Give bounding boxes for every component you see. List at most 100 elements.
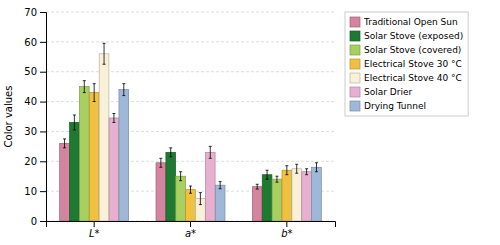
bar bbox=[109, 118, 119, 221]
y-tick: 60 bbox=[24, 37, 46, 48]
y-tick-mark bbox=[40, 191, 46, 192]
error-bar bbox=[285, 166, 288, 175]
y-tick-mark bbox=[40, 12, 46, 13]
y-tick: 30 bbox=[24, 126, 46, 137]
y-tick-label: 70 bbox=[24, 7, 37, 18]
y-tick: 50 bbox=[24, 66, 46, 77]
grid bbox=[46, 12, 335, 221]
bar bbox=[60, 143, 70, 221]
plot: 0 10 20 30 40 50 60 70 L* a* b* Traditional Open Su… bbox=[24, 7, 468, 239]
y-tick: 40 bbox=[24, 96, 46, 107]
error-bar bbox=[112, 114, 115, 123]
error-bar bbox=[199, 193, 202, 205]
legend-item: Solar Drier bbox=[350, 87, 412, 97]
legend-label: Traditional Open Sun bbox=[363, 17, 458, 27]
series bbox=[99, 43, 301, 221]
error-bar bbox=[219, 182, 222, 189]
x-tick: L* bbox=[89, 221, 100, 239]
y-tick-label: 0 bbox=[31, 216, 37, 227]
bar bbox=[89, 93, 99, 221]
bar bbox=[312, 167, 322, 221]
bar bbox=[205, 152, 215, 221]
y-tick: 10 bbox=[24, 186, 46, 197]
chart-container: 0 10 20 30 40 50 60 70 L* a* b* Traditional Open Su… bbox=[0, 0, 500, 245]
error-bar bbox=[305, 169, 308, 175]
x-tick-label: L* bbox=[89, 228, 100, 239]
x-tick: b* bbox=[281, 221, 292, 239]
marks bbox=[60, 43, 322, 221]
x-axis-line bbox=[47, 222, 336, 228]
series bbox=[79, 81, 281, 221]
error-bar bbox=[159, 158, 162, 167]
bar bbox=[166, 152, 176, 221]
error-bar bbox=[103, 43, 106, 64]
x-tick: a* bbox=[185, 221, 196, 239]
legend-label: Solar Stove (covered) bbox=[364, 45, 461, 55]
legend-swatch bbox=[350, 101, 360, 111]
grid-line bbox=[46, 41, 335, 42]
legend-item: Drying Tunnel bbox=[350, 101, 426, 111]
bar bbox=[186, 190, 196, 221]
y-axis: 0 10 20 30 40 50 60 70 bbox=[24, 7, 46, 227]
x-tick-mark bbox=[190, 221, 191, 227]
error-bar bbox=[179, 172, 182, 181]
legend-label: Electrical Stove 30 °C bbox=[364, 59, 462, 69]
y-tick-label: 20 bbox=[24, 156, 37, 167]
error-bar bbox=[169, 148, 172, 157]
grid-line bbox=[46, 71, 335, 72]
x-tick-mark bbox=[286, 221, 287, 227]
y-tick: 20 bbox=[24, 156, 46, 167]
legend-swatch bbox=[350, 17, 360, 27]
y-tick-label: 10 bbox=[24, 186, 37, 197]
y-tick-label: 30 bbox=[24, 126, 37, 137]
bar bbox=[119, 90, 129, 221]
error-bar bbox=[295, 164, 298, 173]
legend-item: Traditional Open Sun bbox=[350, 17, 458, 27]
legend-swatch bbox=[350, 59, 360, 69]
legend-label: Electrical Stove 40 °C bbox=[364, 73, 462, 83]
error-bar bbox=[83, 81, 86, 93]
bar bbox=[282, 170, 292, 221]
y-tick: 70 bbox=[24, 7, 46, 18]
x-tick-label: b* bbox=[281, 228, 292, 239]
error-bar bbox=[315, 163, 318, 172]
y-tick-mark bbox=[40, 102, 46, 103]
grid-line bbox=[46, 12, 335, 13]
legend: Traditional Open Sun Solar Stove (exposed… bbox=[345, 12, 468, 116]
bar bbox=[292, 169, 302, 221]
bar bbox=[215, 185, 225, 221]
error-bar bbox=[256, 184, 259, 189]
series bbox=[109, 114, 311, 221]
legend-item: Solar Stove (exposed) bbox=[350, 31, 463, 41]
legend-swatch bbox=[350, 73, 360, 83]
legend-swatch bbox=[350, 87, 360, 97]
y-tick-label: 60 bbox=[24, 37, 37, 48]
error-bar bbox=[189, 186, 192, 193]
bar bbox=[79, 87, 89, 221]
error-bar bbox=[63, 139, 66, 148]
legend-label: Solar Drier bbox=[364, 87, 412, 97]
error-bar bbox=[93, 84, 96, 102]
legend-label: Solar Stove (exposed) bbox=[364, 31, 463, 41]
bar bbox=[262, 175, 272, 221]
x-tick-label: a* bbox=[185, 228, 196, 239]
series bbox=[119, 84, 321, 221]
y-tick: 0 bbox=[31, 216, 46, 227]
bar bbox=[99, 54, 109, 221]
legend-item: Electrical Stove 30 °C bbox=[350, 59, 462, 69]
y-tick-label: 40 bbox=[24, 96, 37, 107]
legend-swatch bbox=[350, 45, 360, 55]
error-bar bbox=[266, 170, 269, 179]
y-tick-mark bbox=[40, 42, 46, 43]
bar bbox=[302, 172, 312, 221]
legend-swatch bbox=[350, 31, 360, 41]
bar bbox=[272, 179, 282, 221]
legend-label: Drying Tunnel bbox=[364, 101, 426, 111]
error-bar bbox=[275, 176, 278, 182]
y-axis-title: Color values bbox=[3, 86, 14, 148]
y-tick-label: 50 bbox=[24, 66, 37, 77]
y-tick-mark bbox=[40, 161, 46, 162]
series bbox=[89, 84, 291, 221]
chart-svg: 0 10 20 30 40 50 60 70 L* a* b* Traditional Open Su… bbox=[0, 0, 500, 245]
bar bbox=[252, 187, 262, 221]
